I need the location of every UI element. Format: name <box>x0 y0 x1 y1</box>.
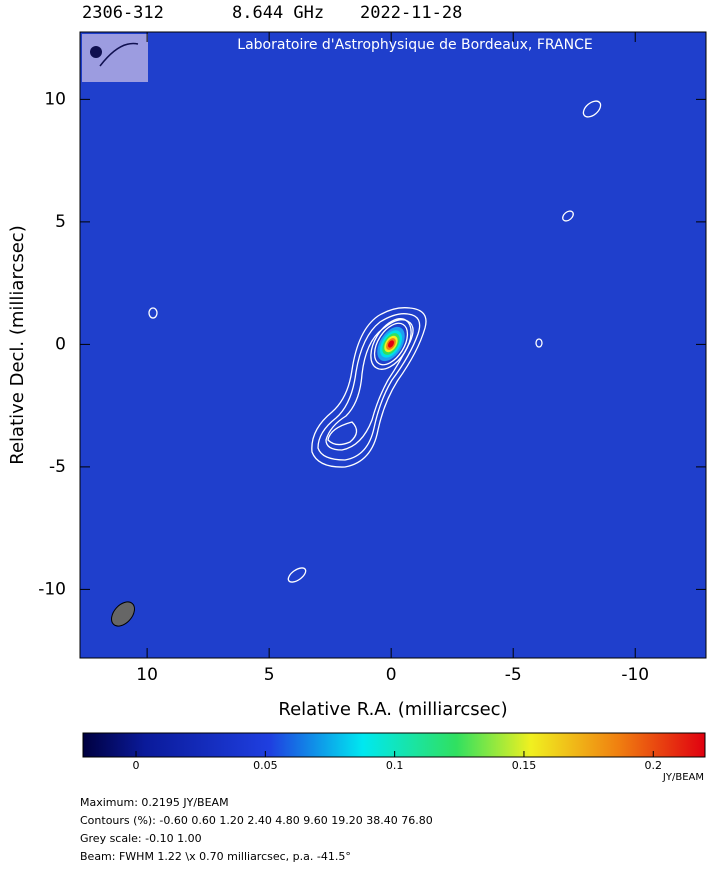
source-name: 2306-312 <box>82 3 164 23</box>
y-tick-label: 5 <box>55 212 66 232</box>
map-note: Beam: FWHM 1.22 \x 0.70 milliarcsec, p.a… <box>80 850 351 863</box>
y-tick-label: 10 <box>44 89 66 109</box>
x-tick-label: -5 <box>505 665 522 685</box>
x-tick-label: 5 <box>264 665 275 685</box>
colorbar-tick-label: 0 <box>133 759 140 772</box>
colorbar <box>82 732 706 758</box>
colorbar-tick-label: 0.15 <box>512 759 537 772</box>
colorbar-tick-label: 0.05 <box>253 759 278 772</box>
frequency: 8.644 GHz <box>232 3 324 23</box>
contours <box>148 100 602 583</box>
map-note: Grey scale: -0.10 1.00 <box>80 832 202 845</box>
map-note: Maximum: 0.2195 JY/BEAM <box>80 796 229 809</box>
logo-dot <box>90 46 102 58</box>
y-tick-label: 0 <box>55 334 66 354</box>
beam <box>111 601 135 627</box>
colorbar-tick-label: 0.1 <box>386 759 404 772</box>
core <box>377 326 405 362</box>
x-tick-label: -10 <box>621 665 649 685</box>
banner: Laboratoire d'Astrophysique de Bordeaux,… <box>237 37 592 53</box>
logo-swoosh <box>99 42 139 67</box>
y-tick-label: -5 <box>49 457 66 477</box>
x-axis-label: Relative R.A. (milliarcsec) <box>278 699 507 720</box>
y-tick-label: -10 <box>38 579 66 599</box>
colorbar-tick-label: 0.2 <box>645 759 663 772</box>
x-tick-label: 0 <box>386 665 397 685</box>
y-axis-label: Relative Decl. (milliarcsec) <box>7 225 28 464</box>
logo <box>82 34 148 82</box>
colorbar-unit: JY/BEAM <box>662 772 704 783</box>
date: 2022-11-28 <box>360 3 462 23</box>
x-tick-label: 10 <box>136 665 158 685</box>
map-note: Contours (%): -0.60 0.60 1.20 2.40 4.80 … <box>80 814 433 827</box>
